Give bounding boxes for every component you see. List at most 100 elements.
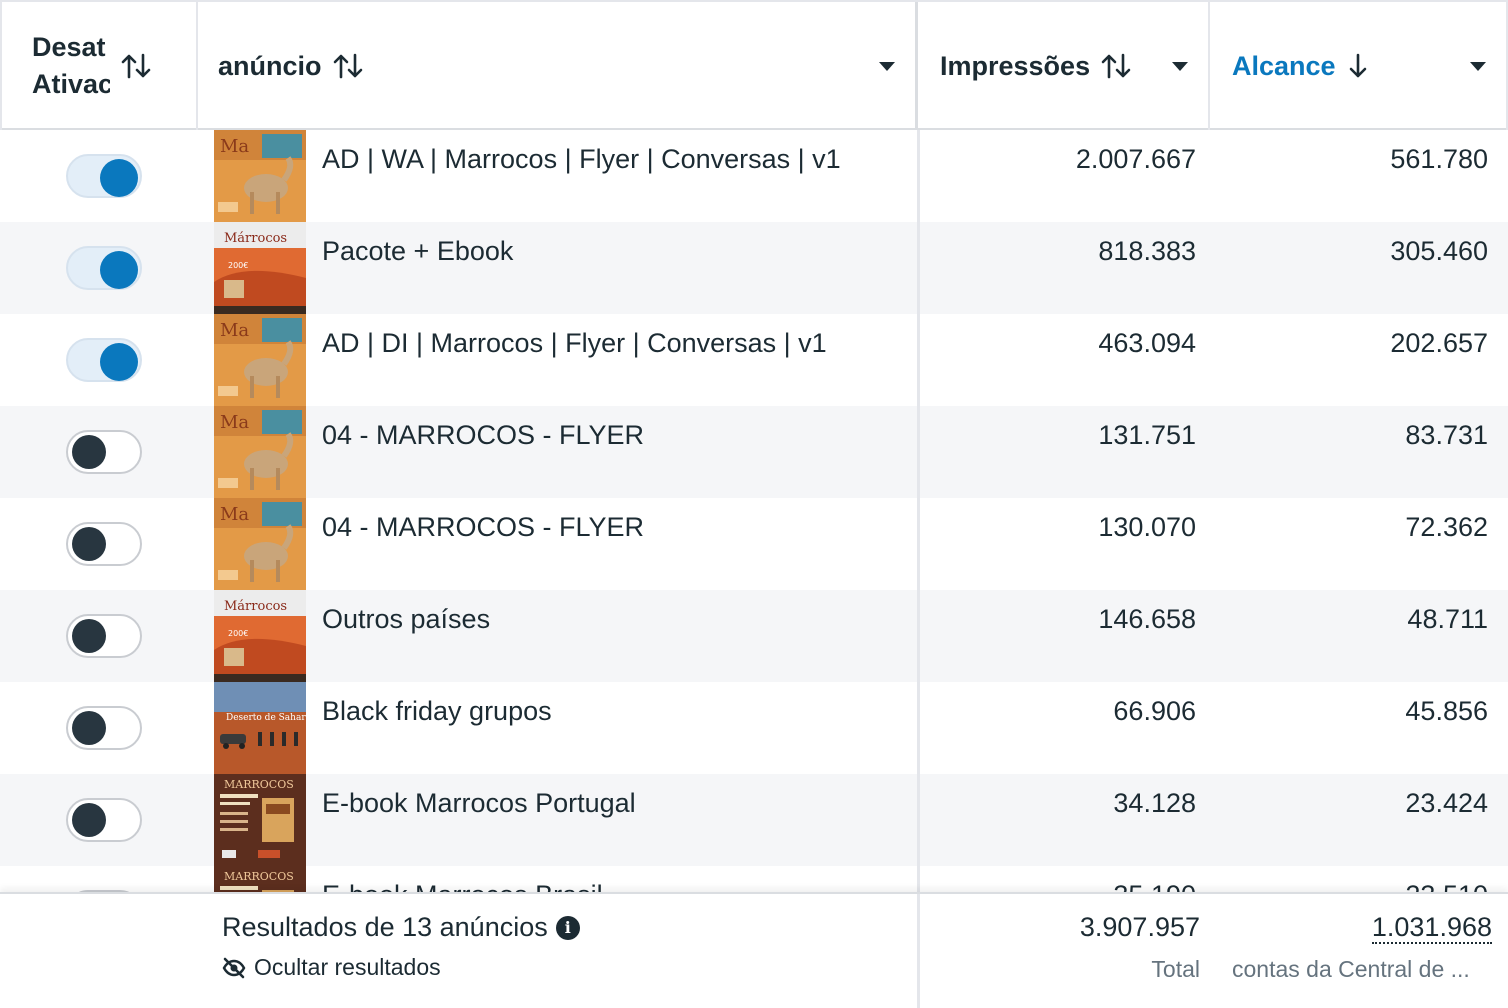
toggle-knob xyxy=(72,711,106,745)
results-summary: Resultados de 13 anúncios i xyxy=(222,912,580,943)
status-toggle[interactable] xyxy=(66,154,142,198)
impressions-cell: 130.070 xyxy=(1098,512,1196,542)
impressions-cell: 2.007.667 xyxy=(1075,144,1196,174)
reach-cell: 23.510 xyxy=(1405,880,1488,892)
reach-total-label: contas da Central de ... xyxy=(1232,956,1470,982)
table-row[interactable]: Ma AD | WA | Marrocos | Flyer | Conversas… xyxy=(0,130,1508,222)
toggle-knob xyxy=(72,527,106,561)
table-row[interactable]: Ma AD | DI | Marrocos | Flyer | Conversas… xyxy=(0,314,1508,406)
sort-icon[interactable] xyxy=(332,52,364,80)
toggle-knob xyxy=(100,159,138,197)
reach-cell: 48.711 xyxy=(1407,604,1488,634)
svg-text:Márrocos: Márrocos xyxy=(224,599,287,614)
svg-text:Ma: Ma xyxy=(220,320,249,341)
table-row[interactable]: Deserto de Sahara Black friday grupos 66.9… xyxy=(0,682,1508,774)
status-toggle[interactable] xyxy=(66,246,142,290)
svg-text:Márrocos: Márrocos xyxy=(224,231,287,246)
reach-cell: 561.780 xyxy=(1390,144,1488,174)
total-label: Total xyxy=(1151,956,1200,982)
column-header-ad[interactable]: anúncio xyxy=(198,2,918,130)
ad-thumbnail[interactable]: MARROCOS xyxy=(214,774,306,866)
reach-cell: 83.731 xyxy=(1405,420,1488,450)
status-toggle[interactable] xyxy=(66,706,142,750)
ad-name[interactable]: 04 - MARROCOS - FLYER xyxy=(322,420,645,450)
hide-results-label: Ocultar resultados xyxy=(254,954,441,980)
chevron-down-icon[interactable] xyxy=(1470,62,1486,71)
impressions-cell: 463.094 xyxy=(1098,328,1196,358)
ad-thumbnail[interactable]: Ma xyxy=(214,498,306,590)
impressions-cell: 146.658 xyxy=(1098,604,1196,634)
toggle-knob xyxy=(72,619,106,653)
table-row[interactable]: Márrocos 200€ Outros países 146.658 48.711 xyxy=(0,590,1508,682)
svg-text:Deserto de Sahara: Deserto de Sahara xyxy=(226,713,306,723)
ad-thumbnail[interactable]: Márrocos 200€ xyxy=(214,222,306,314)
ad-thumbnail[interactable]: Ma xyxy=(214,314,306,406)
ad-name[interactable]: AD | WA | Marrocos | Flyer | Conversas |… xyxy=(322,144,841,174)
svg-text:Ma: Ma xyxy=(220,136,249,157)
column-divider xyxy=(917,894,920,1008)
status-toggle[interactable] xyxy=(66,522,142,566)
svg-text:MARROCOS: MARROCOS xyxy=(224,778,294,791)
column-header-reach[interactable]: Alcance xyxy=(1210,2,1508,130)
column-header-status[interactable]: Desat Ativac xyxy=(0,2,198,130)
reach-cell: 23.424 xyxy=(1405,788,1488,818)
column-header-impressions[interactable]: Impressões xyxy=(918,2,1210,130)
toggle-knob xyxy=(72,435,106,469)
table-row[interactable]: Ma 04 - MARROCOS - FLYER 131.751 83.731 xyxy=(0,406,1508,498)
sort-icon[interactable] xyxy=(1100,52,1132,80)
impressions-cell: 34.128 xyxy=(1113,788,1196,818)
status-toggle[interactable] xyxy=(66,430,142,474)
toggle-knob xyxy=(72,803,106,837)
sort-descending-icon[interactable] xyxy=(1346,52,1370,80)
reach-cell: 72.362 xyxy=(1405,512,1488,542)
svg-text:Ma: Ma xyxy=(220,504,249,525)
ad-thumbnail[interactable]: Ma xyxy=(214,406,306,498)
hide-results-button[interactable]: Ocultar resultados xyxy=(222,954,441,981)
reach-header-label: Alcance xyxy=(1232,50,1336,81)
status-header-line2: Ativac xyxy=(32,69,110,99)
table-row[interactable]: Márrocos 200€ Pacote + Ebook 818.383 305.460 xyxy=(0,222,1508,314)
info-icon[interactable]: i xyxy=(555,915,580,940)
table-header: Desat Ativac anúncio Impressões Alcance xyxy=(0,0,1508,130)
status-toggle[interactable] xyxy=(66,338,142,382)
table-footer: Resultados de 13 anúncios i Ocultar resu… xyxy=(0,892,1508,1008)
status-toggle[interactable] xyxy=(66,614,142,658)
ad-thumbnail[interactable]: Deserto de Sahara xyxy=(214,682,306,774)
svg-text:MARROCOS: MARROCOS xyxy=(224,870,294,883)
ad-name[interactable]: 04 - MARROCOS - FLYER xyxy=(322,512,645,542)
reach-cell: 202.657 xyxy=(1390,328,1488,358)
svg-text:Ma: Ma xyxy=(220,412,249,433)
ad-name[interactable]: Black friday grupos xyxy=(322,696,552,726)
table-row[interactable]: Ma 04 - MARROCOS - FLYER 130.070 72.362 xyxy=(0,498,1508,590)
status-toggle[interactable] xyxy=(66,798,142,842)
status-header-line1: Desat xyxy=(32,32,106,62)
chevron-down-icon[interactable] xyxy=(879,62,895,71)
impressions-cell: 818.383 xyxy=(1098,236,1196,266)
svg-text:200€: 200€ xyxy=(228,629,248,638)
table-row[interactable]: MARROCOS E-book Marrocos Brasil 35.190 23.5… xyxy=(0,866,1508,892)
ad-thumbnail[interactable]: Ma xyxy=(214,130,306,222)
sort-icon[interactable] xyxy=(120,52,152,80)
svg-text:200€: 200€ xyxy=(228,261,248,270)
reach-cell: 305.460 xyxy=(1390,236,1488,266)
impressions-cell: 131.751 xyxy=(1098,420,1196,450)
ad-thumbnail[interactable]: MARROCOS xyxy=(214,866,306,892)
toggle-knob xyxy=(100,251,138,289)
column-divider xyxy=(917,130,920,892)
table-row[interactable]: MARROCOS E-book Marrocos Portugal 34.128 23… xyxy=(0,774,1508,866)
ad-name[interactable]: Outros países xyxy=(322,604,491,634)
ad-name[interactable]: Pacote + Ebook xyxy=(322,236,514,266)
eye-off-icon xyxy=(222,957,246,978)
impressions-header-label: Impressões xyxy=(940,50,1091,81)
ad-header-label: anúncio xyxy=(218,50,322,81)
ad-name[interactable]: E-book Marrocos Portugal xyxy=(322,788,636,818)
chevron-down-icon[interactable] xyxy=(1172,62,1188,71)
total-impressions: 3.907.957 xyxy=(1079,912,1200,942)
total-reach[interactable]: 1.031.968 xyxy=(1371,912,1492,944)
toggle-knob xyxy=(100,343,138,381)
table-body: Ma AD | WA | Marrocos | Flyer | Conversas… xyxy=(0,130,1508,892)
ad-name[interactable]: AD | DI | Marrocos | Flyer | Conversas |… xyxy=(322,328,827,358)
ad-thumbnail[interactable]: Márrocos 200€ xyxy=(214,590,306,682)
impressions-cell: 35.190 xyxy=(1113,880,1196,892)
ad-name[interactable]: E-book Marrocos Brasil xyxy=(322,880,603,892)
